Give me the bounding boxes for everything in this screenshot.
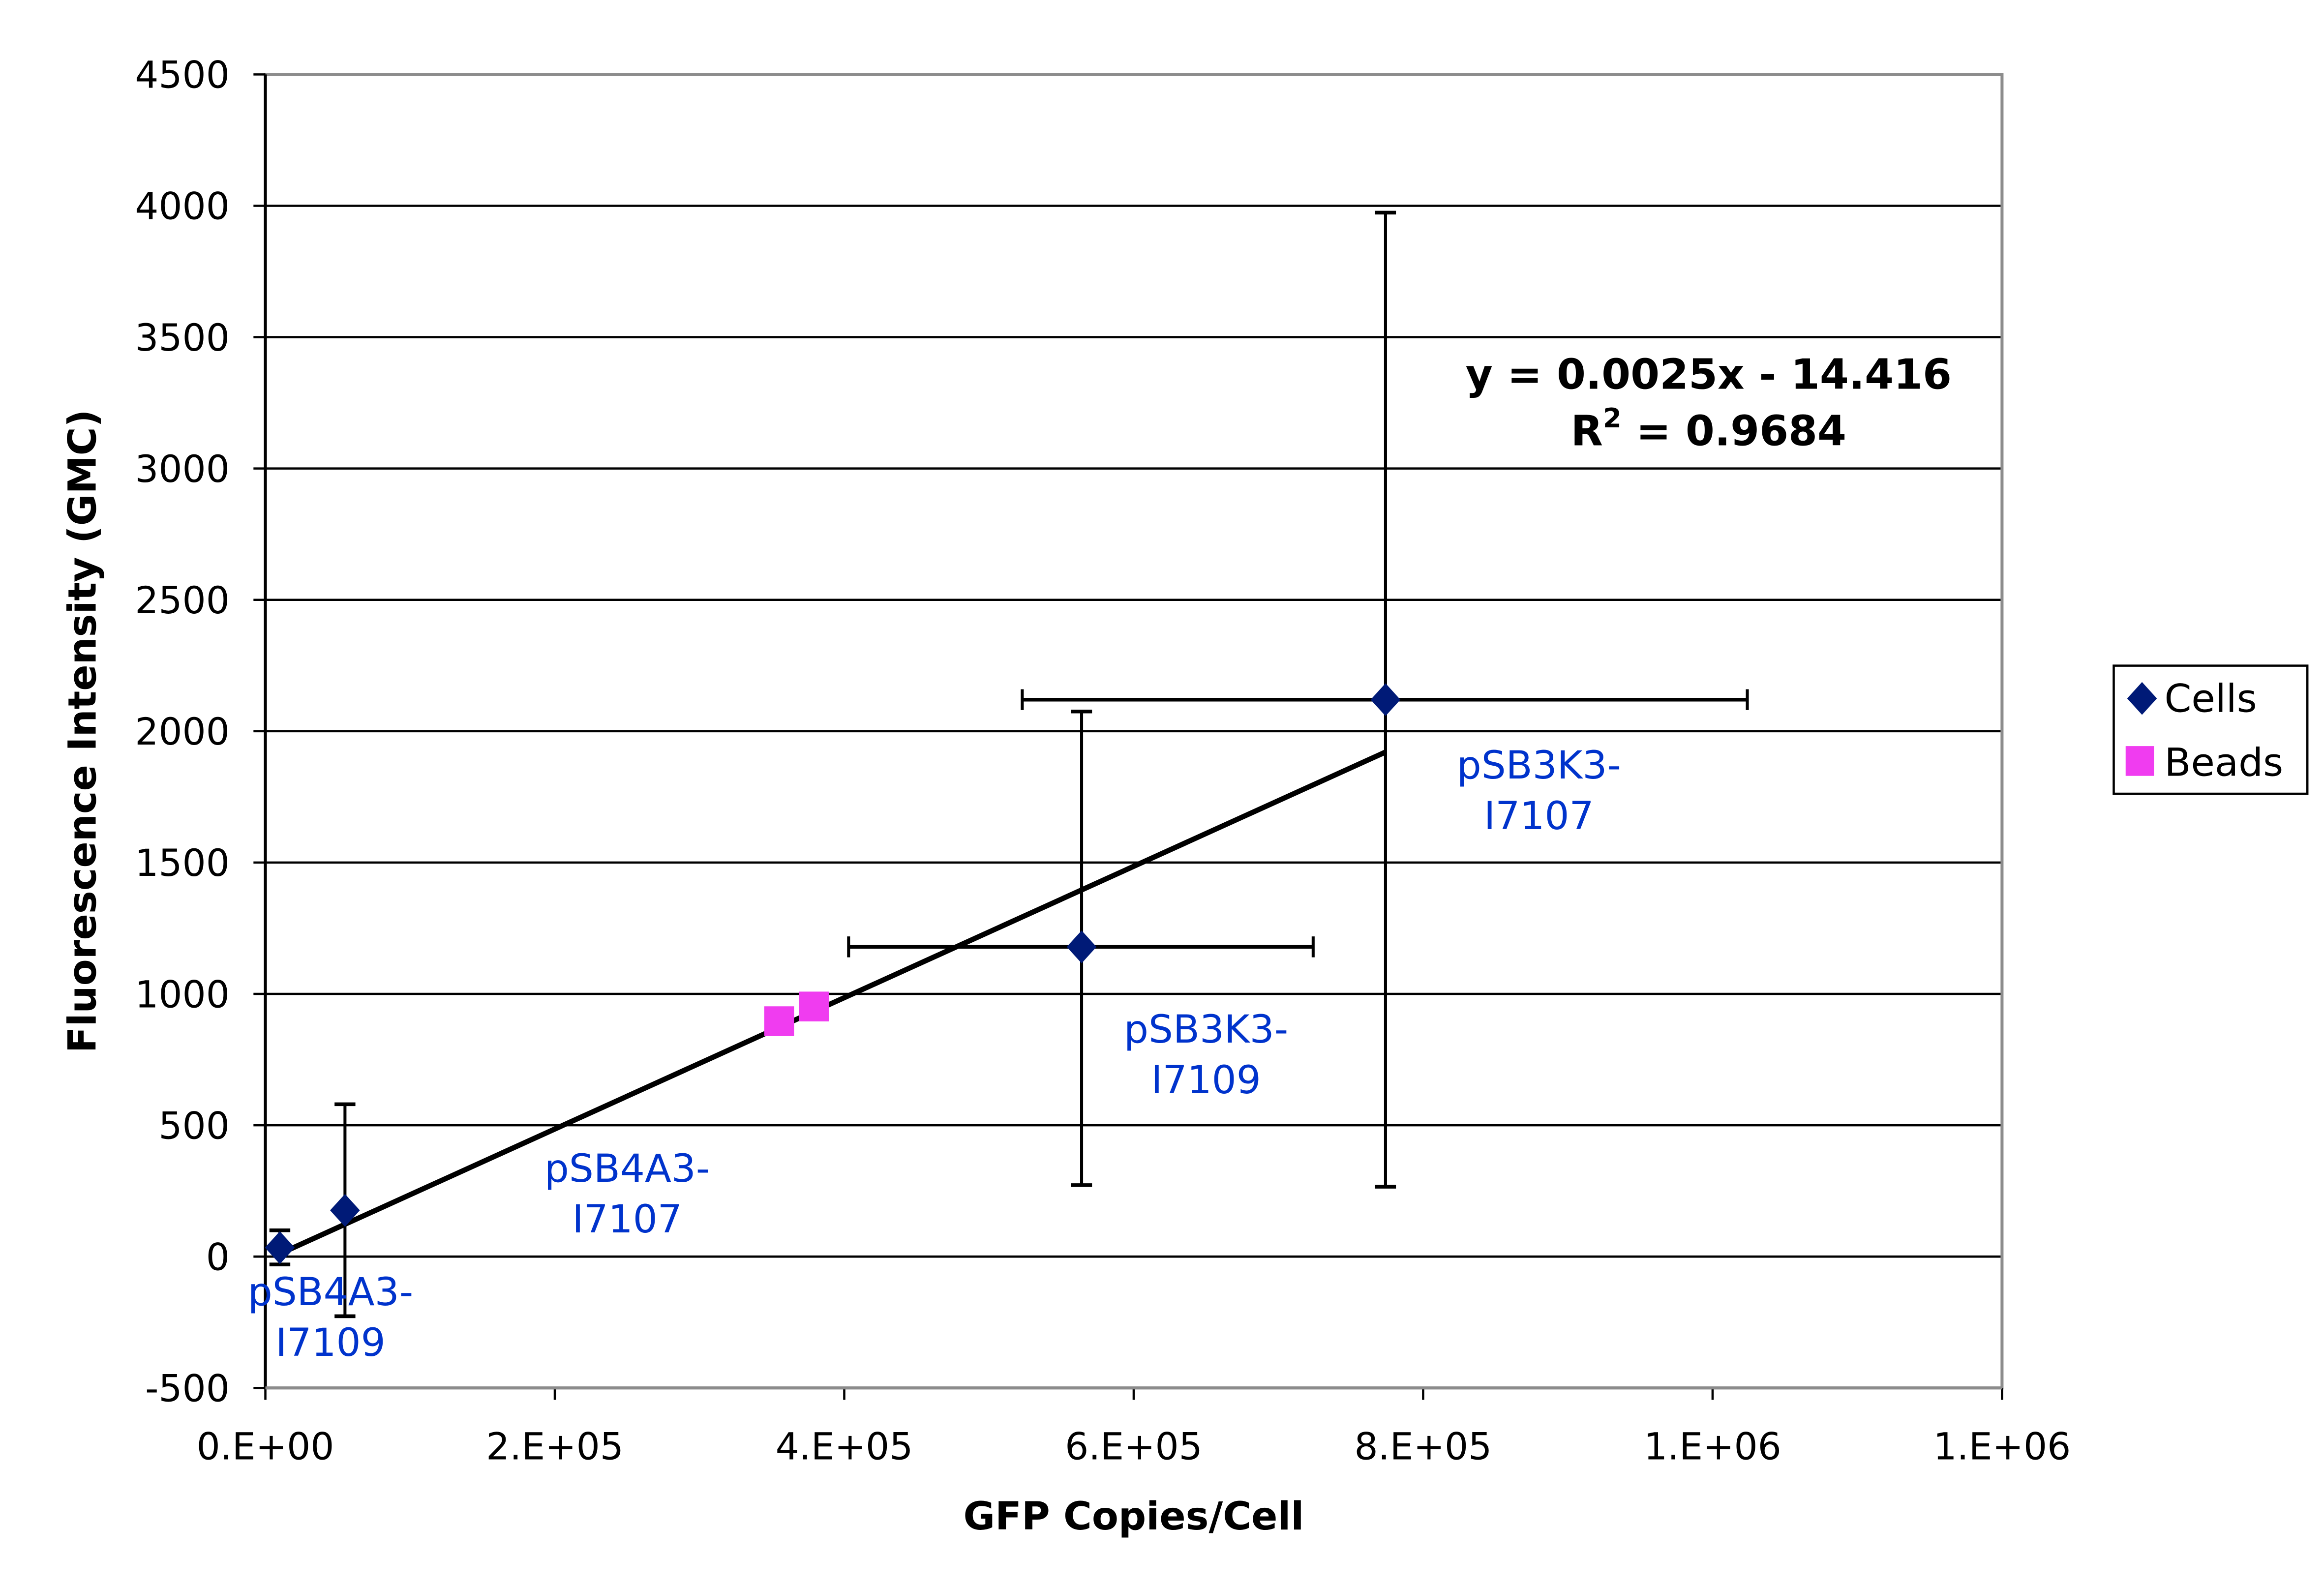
point-annotation-line1: pSB3K3-: [1124, 1007, 1288, 1052]
legend-beads-square-icon: [2125, 746, 2154, 776]
y-tick-label: 4500: [135, 54, 230, 97]
x-tick-label: 1.E+06: [1644, 1425, 1781, 1468]
y-tick-label: 4000: [135, 185, 230, 228]
y-tick-label: 1000: [135, 973, 230, 1016]
cells-data-point: [330, 1194, 360, 1227]
trendline-equation: y = 0.0025x - 14.416 R2 = 0.9684: [1466, 350, 1952, 455]
y-tick-label: 500: [158, 1104, 229, 1147]
y-tick-label: 0: [206, 1235, 230, 1279]
point-annotation-line2: I7109: [275, 1320, 386, 1365]
x-tick-label: 1.E+06: [1933, 1425, 2071, 1468]
legend: Cells Beads: [2113, 664, 2309, 795]
y-tick-label: 1500: [135, 841, 230, 885]
y-tick-label: 3500: [135, 316, 230, 359]
legend-beads-label: Beads: [2164, 740, 2283, 785]
cells-data-point: [1370, 683, 1401, 717]
cells-data-point: [265, 1231, 295, 1264]
beads-data-point: [764, 1006, 794, 1036]
trendline-equation-text: y = 0.0025x - 14.416: [1466, 350, 1952, 398]
point-annotation-line2: I7107: [572, 1197, 682, 1242]
x-tick-label: 2.E+05: [486, 1425, 624, 1468]
cells-data-point: [1066, 930, 1097, 963]
trendline: [278, 749, 1387, 1257]
y-tick-label: 3000: [135, 448, 230, 491]
point-annotation-line1: pSB3K3-: [1457, 743, 1621, 788]
point-annotation-line2: I7109: [1151, 1057, 1261, 1103]
x-axis-title: GFP Copies/Cell: [964, 1494, 1304, 1539]
y-tick-label: 2500: [135, 579, 230, 622]
y-axis-title: Fluorescence Intensity (GMC): [60, 409, 105, 1053]
legend-cells-label: Cells: [2164, 676, 2257, 721]
y-tick-label: 2000: [135, 710, 230, 753]
y-tick-label: -500: [145, 1367, 230, 1410]
r-squared-text: R2 = 0.9684: [1571, 402, 1846, 455]
x-tick-label: 4.E+05: [776, 1425, 913, 1468]
x-tick-label: 0.E+00: [197, 1425, 334, 1468]
x-tick-label: 6.E+05: [1065, 1425, 1203, 1468]
beads-data-point: [799, 991, 829, 1021]
point-annotation-line1: pSB4A3-: [544, 1146, 710, 1191]
point-annotation-line2: I7107: [1484, 793, 1594, 838]
x-tick-label: 8.E+05: [1355, 1425, 1492, 1468]
point-annotation-line1: pSB4A3-: [248, 1269, 413, 1315]
